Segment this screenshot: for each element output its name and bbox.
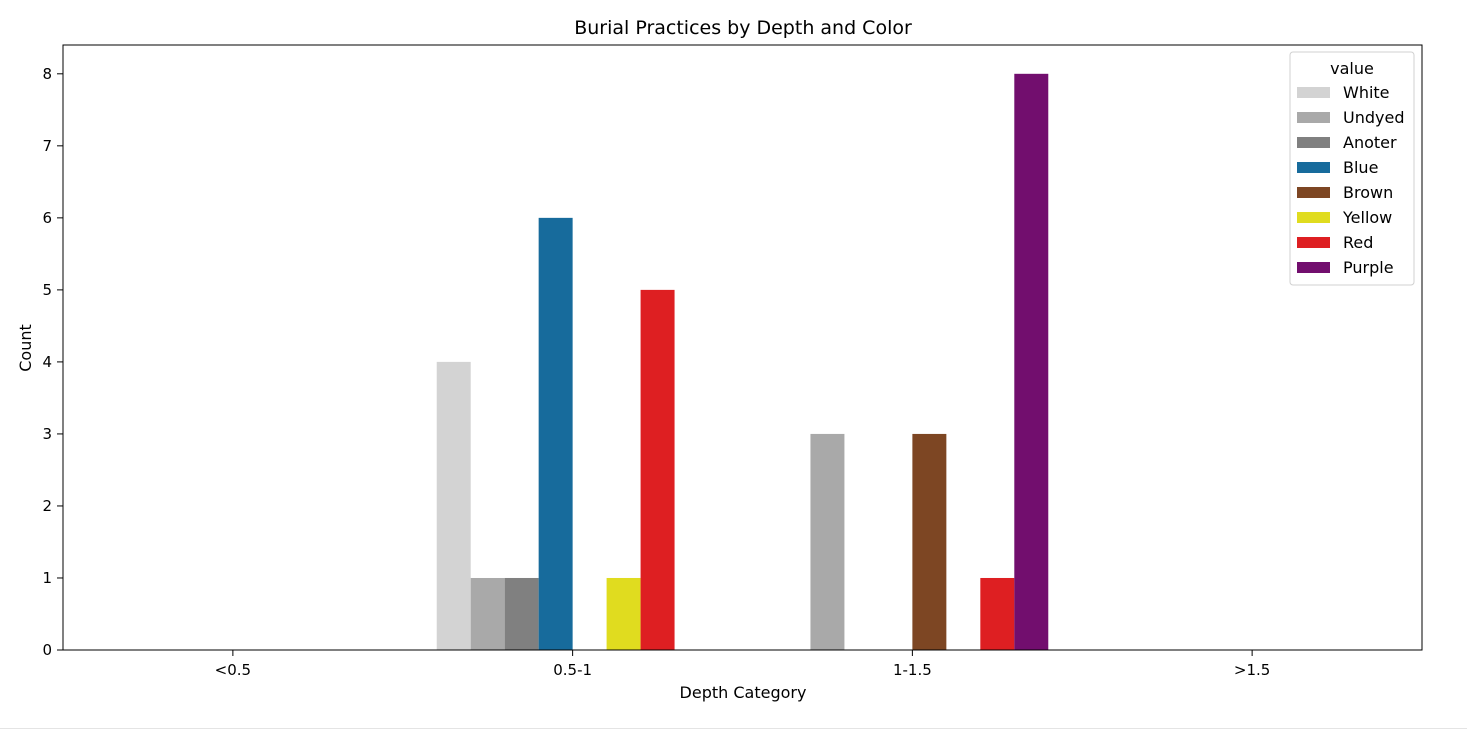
y-tick-label: 1 xyxy=(42,569,52,587)
legend: value White Undyed Anoter Blue Brown Yellow Re… xyxy=(1289,51,1415,286)
bar-red-1 xyxy=(640,289,675,650)
legend-label-brown: Brown xyxy=(1343,183,1393,202)
y-tick-label: 2 xyxy=(42,497,52,515)
legend-swatch-anoter xyxy=(1297,137,1330,148)
bar-undyed-1 xyxy=(470,577,505,650)
legend-swatch-purple xyxy=(1297,262,1330,273)
bar-white-1 xyxy=(436,361,471,650)
legend-label-yellow: Yellow xyxy=(1342,208,1392,227)
y-axis: 0 1 2 3 4 5 6 7 8 xyxy=(42,65,63,659)
legend-frame xyxy=(1289,51,1415,286)
x-tick-label: 1-1.5 xyxy=(893,661,932,679)
y-tick-label: 3 xyxy=(42,425,52,443)
y-tick-label: 7 xyxy=(42,137,52,155)
chart-title: Burial Practices by Depth and Color xyxy=(574,17,912,39)
plot-area-frame xyxy=(62,44,1423,651)
x-axis: <0.5 0.5-1 1-1.5 >1.5 xyxy=(215,650,1270,679)
legend-title: value xyxy=(1330,59,1374,78)
legend-label-purple: Purple xyxy=(1343,258,1394,277)
legend-label-blue: Blue xyxy=(1343,158,1378,177)
bar-anoter-1 xyxy=(504,577,539,650)
legend-swatch-blue xyxy=(1297,162,1330,173)
x-tick-label: >1.5 xyxy=(1234,661,1270,679)
y-tick-label: 0 xyxy=(42,641,52,659)
y-tick-label: 6 xyxy=(42,209,52,227)
legend-label-undyed: Undyed xyxy=(1343,108,1404,127)
y-axis-label: Count xyxy=(16,324,35,372)
y-tick-label: 5 xyxy=(42,281,52,299)
legend-label-anoter: Anoter xyxy=(1343,133,1397,152)
y-tick-label: 8 xyxy=(42,65,52,83)
bars-group xyxy=(436,73,1049,651)
legend-swatch-white xyxy=(1297,87,1330,98)
bar-brown-2 xyxy=(912,433,947,650)
bottom-divider xyxy=(0,728,1467,729)
legend-label-white: White xyxy=(1343,83,1390,102)
bar-red-2 xyxy=(980,577,1015,650)
bar-undyed-2 xyxy=(810,433,845,650)
legend-swatch-brown xyxy=(1297,187,1330,198)
legend-swatch-undyed xyxy=(1297,112,1330,123)
x-tick-label: 0.5-1 xyxy=(553,661,592,679)
legend-swatch-red xyxy=(1297,237,1330,248)
bar-blue-1 xyxy=(538,217,573,651)
bar-yellow-1 xyxy=(606,577,641,650)
bar-purple-2 xyxy=(1014,73,1049,650)
y-tick-label: 4 xyxy=(42,353,52,371)
x-tick-label: <0.5 xyxy=(215,661,251,679)
legend-label-red: Red xyxy=(1343,233,1373,252)
legend-swatch-yellow xyxy=(1297,212,1330,223)
x-axis-label: Depth Category xyxy=(680,683,807,702)
